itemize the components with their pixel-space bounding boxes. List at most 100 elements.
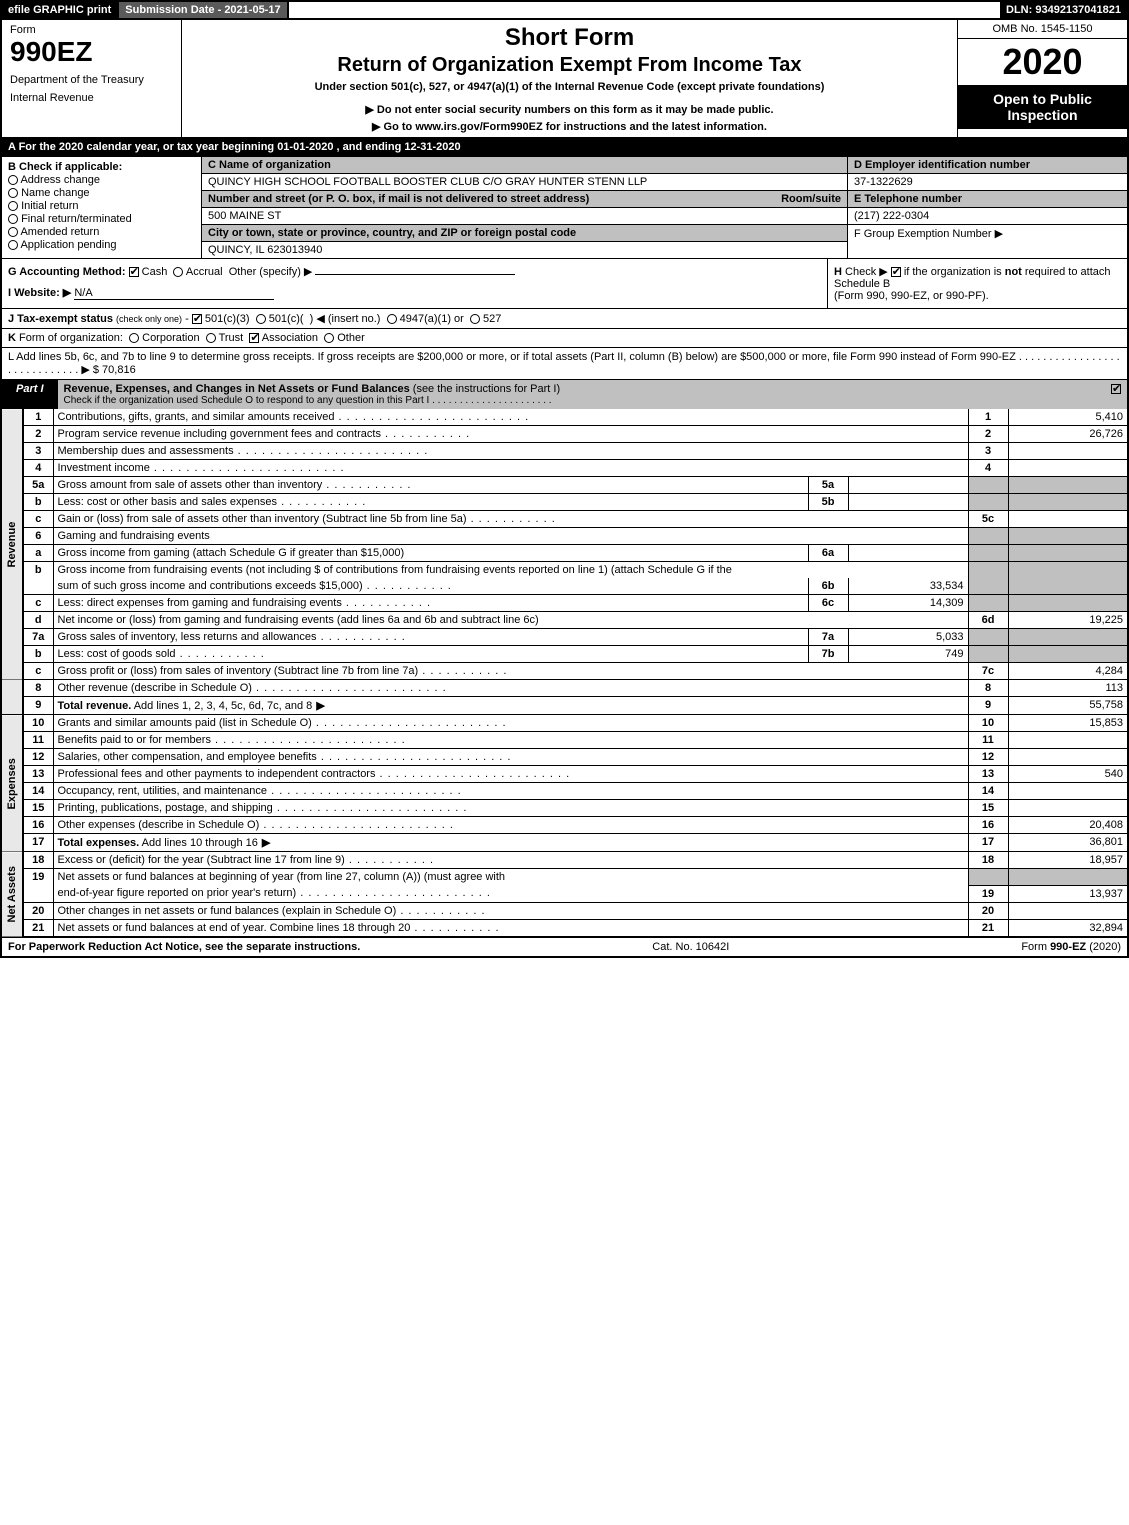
footer-right: Form 990-EZ (2020)	[1021, 941, 1121, 953]
line-desc: Net assets or fund balances at beginning…	[58, 871, 506, 883]
line-desc: Excess or (deficit) for the year (Subtra…	[58, 854, 435, 866]
line-num: b	[23, 562, 53, 595]
line-ref: 10	[968, 715, 1008, 732]
grey-cell	[1008, 545, 1128, 562]
line-num: c	[23, 511, 53, 528]
line-num: c	[23, 663, 53, 680]
spacer	[1, 680, 23, 715]
main-title: Return of Organization Exempt From Incom…	[190, 54, 949, 77]
part1-tag: Part I	[2, 380, 58, 409]
line-desc: Less: cost of goods sold	[58, 648, 265, 660]
go-to-link[interactable]: ▶ Go to www.irs.gov/Form990EZ for instru…	[190, 120, 949, 133]
line-ref: 21	[968, 919, 1008, 937]
check-501c[interactable]	[256, 314, 266, 324]
check-corporation[interactable]	[129, 333, 139, 343]
title-column: Short Form Return of Organization Exempt…	[182, 20, 957, 137]
line-desc: Program service revenue including govern…	[58, 428, 471, 440]
e-phone-header: E Telephone number	[848, 191, 1127, 208]
grey-cell	[1008, 646, 1128, 663]
revenue-label: Revenue	[1, 409, 23, 680]
check-initial-return[interactable]: Initial return	[8, 200, 195, 212]
line-desc: Contributions, gifts, grants, and simila…	[58, 411, 530, 423]
sub-ref: 6a	[808, 545, 848, 562]
efile-label: efile GRAPHIC print	[2, 2, 117, 18]
line-num: c	[23, 595, 53, 612]
grey-cell	[1008, 869, 1128, 886]
check-4947[interactable]	[387, 314, 397, 324]
grey-cell	[1008, 629, 1128, 646]
check-association[interactable]	[249, 333, 259, 343]
line-val: 113	[1008, 680, 1128, 697]
check-527[interactable]	[470, 314, 480, 324]
line-val: 15,853	[1008, 715, 1128, 732]
check-schedule-b[interactable]	[891, 267, 901, 277]
short-form-title: Short Form	[190, 24, 949, 52]
sub-ref: 5a	[808, 477, 848, 494]
k-form-org: K Form of organization: Corporation Trus…	[0, 329, 1129, 348]
check-trust[interactable]	[206, 333, 216, 343]
line-num: 1	[23, 409, 53, 426]
line-desc: Other expenses (describe in Schedule O)	[58, 819, 454, 831]
grey-cell	[968, 629, 1008, 646]
line-ref: 3	[968, 443, 1008, 460]
line-desc: Professional fees and other payments to …	[58, 768, 571, 780]
check-final-return[interactable]: Final return/terminated	[8, 213, 195, 225]
street-address: 500 MAINE ST	[202, 208, 847, 225]
line-val	[1008, 800, 1128, 817]
line-desc: Less: direct expenses from gaming and fu…	[58, 597, 432, 609]
sub-ref: 6b	[808, 578, 848, 595]
line-num: 3	[23, 443, 53, 460]
grey-cell	[1008, 595, 1128, 612]
grey-cell	[968, 494, 1008, 511]
line-desc: Gross income from gaming (attach Schedul…	[58, 547, 405, 559]
part1-checkbox[interactable]	[1105, 380, 1127, 409]
go-to-text: ▶ Go to www.irs.gov/Form990EZ for instru…	[372, 121, 767, 133]
line-desc: Grants and similar amounts paid (list in…	[58, 717, 507, 729]
line-val	[1008, 783, 1128, 800]
sub-val: 5,033	[848, 629, 968, 646]
section-d: D Employer identification number 37-1322…	[847, 157, 1127, 258]
line-num: 10	[23, 715, 53, 732]
footer-left: For Paperwork Reduction Act Notice, see …	[8, 941, 360, 953]
line-val: 32,894	[1008, 919, 1128, 937]
check-application-pending[interactable]: Application pending	[8, 239, 195, 251]
part1-title: Revenue, Expenses, and Changes in Net As…	[58, 380, 1105, 409]
line-val	[1008, 749, 1128, 766]
sub-ref: 7a	[808, 629, 848, 646]
check-accrual[interactable]	[173, 267, 183, 277]
c-city-header: City or town, state or province, country…	[202, 225, 847, 242]
line-num: 5a	[23, 477, 53, 494]
check-amended-return[interactable]: Amended return	[8, 226, 195, 238]
line-ref: 15	[968, 800, 1008, 817]
line-desc: Other changes in net assets or fund bala…	[58, 905, 486, 917]
line-num: b	[23, 646, 53, 663]
line-ref: 14	[968, 783, 1008, 800]
grey-cell	[968, 869, 1008, 886]
other-specify-input[interactable]	[315, 274, 515, 275]
check-501c3[interactable]	[192, 314, 202, 324]
line-num: 18	[23, 852, 53, 869]
net-assets-table: Net Assets 18 Excess or (deficit) for th…	[0, 852, 1129, 938]
footer-center: Cat. No. 10642I	[360, 941, 1021, 953]
gh-block: G Accounting Method: Cash Accrual Other …	[0, 259, 1129, 309]
line-desc: Salaries, other compensation, and employ…	[58, 751, 512, 763]
line-val: 55,758	[1008, 697, 1128, 715]
line-desc: Gross amount from sale of assets other t…	[58, 479, 412, 491]
sub-val: 749	[848, 646, 968, 663]
title-row: Form 990EZ Department of the Treasury In…	[0, 20, 1129, 138]
check-address-change[interactable]: Address change	[8, 174, 195, 186]
sub-ref: 5b	[808, 494, 848, 511]
expenses-label: Expenses	[1, 715, 23, 852]
line-val: 5,410	[1008, 409, 1128, 426]
check-name-change[interactable]: Name change	[8, 187, 195, 199]
line-num: 2	[23, 426, 53, 443]
line-ref: 16	[968, 817, 1008, 834]
line-val	[1008, 460, 1128, 477]
line-val: 20,408	[1008, 817, 1128, 834]
city-state-zip: QUINCY, IL 623013940	[202, 242, 847, 258]
check-cash[interactable]	[129, 267, 139, 277]
line-num: 21	[23, 919, 53, 937]
line-ref: 2	[968, 426, 1008, 443]
dept-irs: Internal Revenue	[10, 92, 173, 104]
check-other-org[interactable]	[324, 333, 334, 343]
